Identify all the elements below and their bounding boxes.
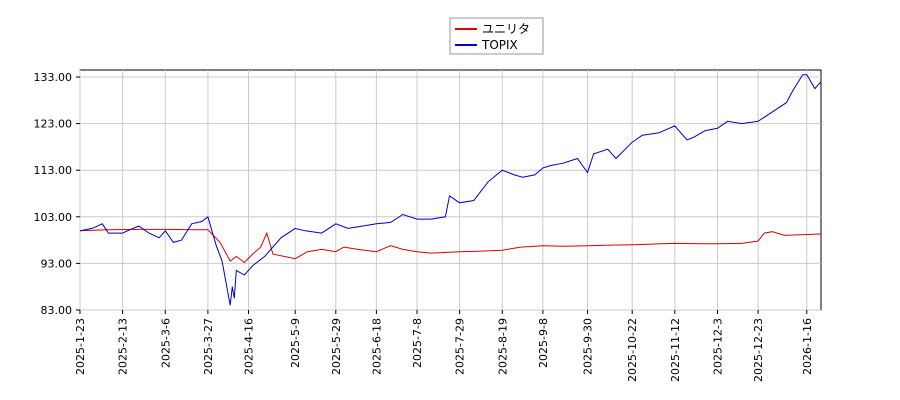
y-tick-label: 83.00 bbox=[41, 304, 73, 317]
x-grid bbox=[79, 70, 808, 310]
x-tick-label: 2025-12-3 bbox=[711, 318, 724, 375]
y-tick-label: 103.00 bbox=[34, 211, 73, 224]
x-tick-label: 2025-10-22 bbox=[626, 318, 639, 382]
y-tick-label: 123.00 bbox=[34, 118, 73, 131]
x-tick-label: 2025-5-9 bbox=[289, 318, 302, 368]
series-line-0 bbox=[79, 228, 822, 264]
y-tick-label: 113.00 bbox=[34, 164, 73, 177]
y-tick-label: 93.00 bbox=[41, 257, 73, 270]
series-layer bbox=[79, 74, 822, 306]
x-tick-label: 2025-8-19 bbox=[496, 318, 509, 375]
legend: ユニリタ TOPIX bbox=[449, 17, 544, 55]
x-tick-label: 2025-3-27 bbox=[202, 318, 215, 375]
y-axis: 83.00 93.00 103.00 113.00 123.00 133.00 bbox=[34, 71, 80, 317]
x-tick-label: 2025-12-23 bbox=[752, 318, 765, 382]
x-tick-label: 2026-1-16 bbox=[801, 318, 814, 375]
series-line-1 bbox=[79, 74, 822, 306]
legend-label-0: ユニリタ bbox=[482, 22, 530, 36]
x-axis: 2025-1-23 2025-2-13 2025-3-6 2025-3-27 2025-… bbox=[74, 310, 814, 382]
y-grid bbox=[80, 76, 821, 311]
x-tick-label: 2025-9-30 bbox=[582, 318, 595, 375]
x-tick-label: 2025-2-13 bbox=[117, 318, 130, 375]
x-tick-label: 2025-11-12 bbox=[669, 318, 682, 382]
x-tick-label: 2025-6-18 bbox=[370, 318, 383, 375]
legend-box bbox=[449, 17, 544, 55]
x-tick-label: 2025-7-29 bbox=[454, 318, 467, 375]
legend-label-1: TOPIX bbox=[481, 38, 518, 52]
x-tick-label: 2025-9-8 bbox=[537, 318, 550, 368]
x-tick-label: 2025-1-23 bbox=[74, 318, 87, 375]
x-tick-label: 2025-7-8 bbox=[411, 318, 424, 368]
plot-area bbox=[79, 69, 822, 311]
x-tick-label: 2025-5-29 bbox=[330, 318, 343, 375]
x-tick-label: 2025-4-16 bbox=[243, 318, 256, 375]
y-tick-label: 133.00 bbox=[34, 71, 73, 84]
x-tick-label: 2025-3-6 bbox=[159, 318, 172, 368]
